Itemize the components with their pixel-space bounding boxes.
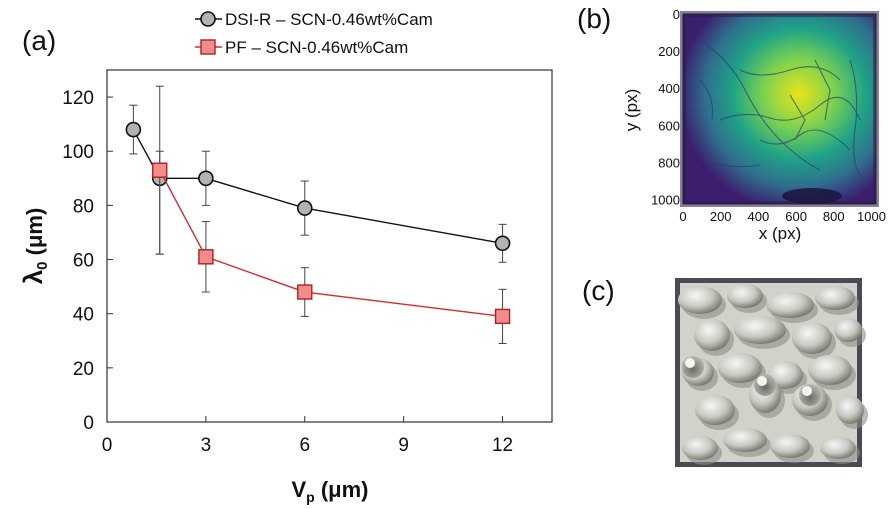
series-pf <box>152 85 511 344</box>
surface-bump <box>694 319 730 351</box>
heatmap-x-tick-600: 600 <box>785 209 807 224</box>
heatmap-x-tick-200: 200 <box>710 209 732 224</box>
heatmap-x-tick-1000: 1000 <box>857 209 886 224</box>
heatmap-x-tick-400: 400 <box>748 209 770 224</box>
y-tick-label-120: 120 <box>62 88 94 109</box>
x-axis-title-unit: (μm) <box>315 477 369 502</box>
heatmap-x-tick-800: 800 <box>823 209 845 224</box>
y-tick-label-80: 80 <box>73 196 94 217</box>
heatmap-x-tick-labels: 0 200 400 600 800 1000 <box>679 209 886 224</box>
heatmap-y-tick-0: 0 <box>673 7 680 22</box>
y-axis-title-main: λ <box>18 269 48 284</box>
x-tick-label-3: 3 <box>201 435 212 456</box>
surface-bump <box>723 428 767 452</box>
data-point <box>125 121 142 138</box>
surface-highlight <box>757 376 767 386</box>
y-axis-title: λ0 (μm) <box>18 208 51 285</box>
surface-bump <box>808 355 852 385</box>
heatmap-y-tick-800: 800 <box>658 155 680 170</box>
legend: DSI-R – SCN-0.46wt%Cam PF – SCN-0.46wt%C… <box>195 10 433 57</box>
series-dsi-r <box>125 104 511 263</box>
x-tick-labels: 0 3 6 9 12 <box>102 435 513 456</box>
y-tick-label-20: 20 <box>73 359 94 380</box>
x-tick-label-0: 0 <box>102 435 113 456</box>
panel-label-a: (a) <box>22 25 56 56</box>
plot-frame <box>106 69 553 423</box>
legend-label-dsi-r: DSI-R – SCN-0.46wt%Cam <box>225 10 433 29</box>
heatmap-y-tick-labels: 0 200 400 600 800 1000 <box>651 7 680 208</box>
heatmap-texture <box>699 39 866 181</box>
x-tick-label-9: 9 <box>398 435 409 456</box>
y-axis-title-unit: (μm) <box>22 208 47 262</box>
surface-bump <box>834 318 862 342</box>
heatmap-y-tick-600: 600 <box>658 118 680 133</box>
x-axis-title: Vp (μm) <box>291 477 368 505</box>
surface-bump <box>766 292 814 318</box>
series-line <box>159 169 503 318</box>
heatmap-y-tick-200: 200 <box>658 44 680 59</box>
data-point <box>152 162 168 178</box>
surface-bump <box>815 286 855 310</box>
heatmap-x-axis-title: x (px) <box>759 224 802 243</box>
surface-bump <box>836 396 864 424</box>
legend-item-pf: PF – SCN-0.46wt%Cam <box>195 38 408 57</box>
data-point <box>297 284 313 300</box>
y-axis-title-sub: 0 <box>34 261 51 269</box>
panel-c-surface-image: (c) <box>582 275 868 467</box>
y-tick-label-40: 40 <box>73 305 94 326</box>
legend-marker-pf <box>200 39 216 55</box>
x-axis-title-sub: p <box>306 489 315 505</box>
surface-bump <box>727 284 763 308</box>
heatmap-y-tick-400: 400 <box>658 81 680 96</box>
data-point <box>494 235 511 252</box>
series-layer <box>125 85 511 344</box>
panel-label-c: (c) <box>582 275 615 306</box>
y-tick-label-60: 60 <box>73 251 94 272</box>
x-tick-label-12: 12 <box>492 435 513 456</box>
surface-bumps <box>678 284 868 465</box>
heatmap-x-tick-0: 0 <box>679 209 686 224</box>
surface-bump <box>734 316 786 344</box>
x-tick-label-6: 6 <box>299 435 310 456</box>
surface-bump <box>695 395 735 425</box>
y-tick-label-100: 100 <box>62 142 94 163</box>
surface-highlight <box>685 358 695 368</box>
data-point <box>198 249 214 265</box>
series-line <box>132 129 503 244</box>
surface-bump <box>718 353 762 383</box>
surface-bump <box>770 434 810 458</box>
legend-marker-dsi-r <box>200 11 216 27</box>
heatmap-frame <box>682 13 877 205</box>
surface-highlight <box>802 386 812 396</box>
heatmap-dark-region <box>782 188 842 204</box>
heatmap-image <box>683 14 876 204</box>
heatmap-y-axis-title: y (px) <box>622 89 641 132</box>
y-tick-labels: 0 20 40 60 80 100 120 <box>62 88 94 434</box>
legend-label-pf: PF – SCN-0.46wt%Cam <box>225 38 408 57</box>
legend-item-dsi-r: DSI-R – SCN-0.46wt%Cam <box>195 10 433 29</box>
surface-bump <box>682 436 718 460</box>
surface-bump <box>792 322 832 354</box>
surface-bump <box>820 437 856 459</box>
surface-bump <box>678 286 722 314</box>
heatmap-y-tick-1000: 1000 <box>651 193 680 208</box>
tick-marks <box>106 96 504 423</box>
x-axis-title-main: V <box>291 477 306 502</box>
data-point <box>494 308 511 325</box>
data-point <box>296 200 313 216</box>
y-tick-label-0: 0 <box>83 413 94 434</box>
data-point <box>198 170 214 187</box>
panel-label-b: (b) <box>577 3 611 34</box>
